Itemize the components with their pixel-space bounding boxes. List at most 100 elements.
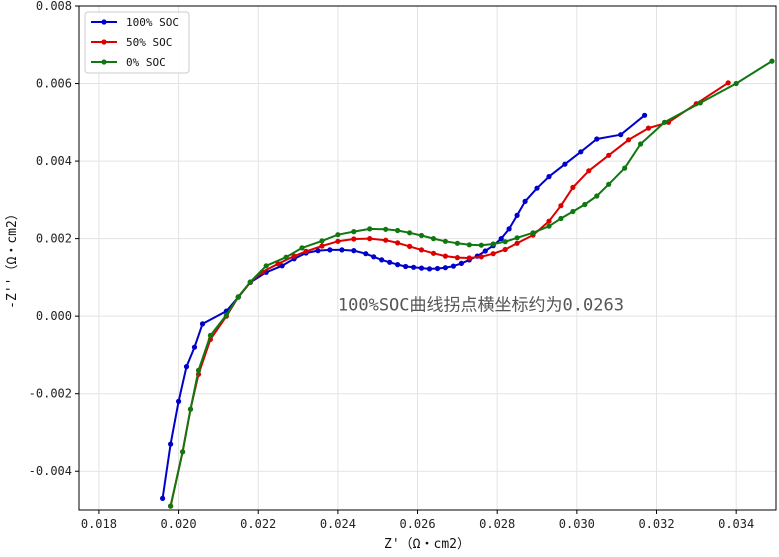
y-tick-label: -0.004 (29, 464, 72, 478)
data-point (618, 132, 624, 138)
data-point (638, 141, 644, 147)
data-point (235, 294, 241, 300)
data-point (490, 241, 496, 247)
data-point (442, 253, 448, 259)
data-point (502, 246, 508, 253)
x-axis: 0.018 0.020 0.022 0.024 0.026 0.028 0.030 0.032… (81, 510, 754, 531)
data-point (522, 198, 528, 204)
legend-label: 0% SOC (126, 56, 166, 69)
data-point (299, 245, 305, 251)
data-point (442, 238, 448, 244)
data-point (502, 239, 508, 245)
data-point (586, 168, 592, 174)
data-point (407, 230, 413, 236)
legend-label: 50% SOC (126, 36, 172, 49)
y-axis: -0.004 -0.002 0.000 0.002 0.004 0.006 0.008 (29, 0, 79, 478)
data-point (546, 218, 552, 224)
grid-lines (79, 5, 776, 510)
data-point (482, 248, 488, 254)
data-point (642, 112, 648, 118)
data-point (426, 266, 433, 272)
data-point (195, 367, 202, 373)
plot-area (160, 58, 775, 509)
y-axis-label: -Z''（Ω・cm2） (5, 207, 20, 309)
legend: 100% SOC 50% SOC 0% SOC (84, 11, 190, 74)
data-point (594, 136, 600, 142)
data-point (383, 237, 389, 243)
data-point (454, 255, 460, 261)
legend-marker (101, 39, 107, 45)
data-point (606, 181, 612, 187)
data-point (319, 238, 325, 244)
data-point (279, 263, 285, 269)
data-point (769, 58, 775, 64)
x-tick-label: 0.024 (320, 517, 356, 531)
data-point (315, 248, 321, 254)
x-tick-label: 0.018 (81, 517, 117, 531)
data-point (411, 264, 417, 270)
data-point (466, 255, 472, 261)
data-point (725, 80, 731, 86)
data-point (199, 321, 206, 327)
data-point (263, 263, 269, 269)
data-point (247, 279, 253, 285)
x-tick-label: 0.026 (399, 517, 435, 531)
data-point (450, 263, 456, 269)
data-point (558, 215, 564, 222)
data-point (626, 137, 632, 143)
annotation-text: 100%SOC曲线拐点横坐标约为0.0263 (338, 296, 624, 316)
data-point (351, 236, 357, 242)
data-point (530, 230, 536, 236)
legend-entry: 100% SOC (91, 16, 179, 29)
data-point (622, 165, 628, 171)
data-point (327, 247, 333, 253)
data-point (606, 152, 612, 158)
data-point (418, 232, 425, 239)
data-point (395, 240, 401, 246)
data-point (466, 242, 472, 248)
x-tick-label: 0.030 (559, 517, 595, 531)
data-point (395, 227, 401, 234)
data-point (371, 254, 377, 260)
x-tick-label: 0.032 (638, 517, 674, 531)
data-point (514, 235, 520, 241)
plot-frame (78, 5, 777, 511)
data-point (403, 263, 409, 270)
x-tick-label: 0.020 (161, 517, 197, 531)
data-point (207, 332, 213, 339)
data-point (351, 229, 357, 235)
data-point (434, 265, 441, 272)
data-point (514, 240, 520, 246)
data-point (367, 236, 373, 242)
data-point (454, 240, 460, 246)
series-line (169, 60, 773, 507)
data-point (291, 253, 297, 259)
data-point (339, 247, 345, 253)
data-point (534, 185, 540, 191)
legend-label: 100% SOC (126, 16, 179, 29)
data-point (379, 257, 385, 263)
data-point (319, 243, 325, 249)
y-tick-label: 0.000 (36, 309, 72, 323)
data-point (168, 503, 174, 509)
data-point (570, 184, 576, 190)
data-point (645, 125, 652, 131)
y-tick-label: 0.004 (36, 154, 72, 168)
data-point (383, 226, 389, 232)
y-tick-label: 0.008 (36, 0, 72, 13)
series-layer (160, 58, 775, 509)
data-point (183, 364, 190, 370)
data-point (458, 260, 464, 266)
series-2 (168, 58, 775, 509)
data-point (335, 232, 341, 238)
data-point (407, 243, 413, 249)
data-point (506, 226, 512, 232)
data-point (546, 223, 552, 229)
legend-marker (101, 59, 107, 65)
data-point (498, 236, 504, 242)
data-point (661, 119, 668, 125)
data-point (275, 261, 281, 267)
x-tick-label: 0.028 (479, 517, 515, 531)
data-point (363, 251, 369, 257)
